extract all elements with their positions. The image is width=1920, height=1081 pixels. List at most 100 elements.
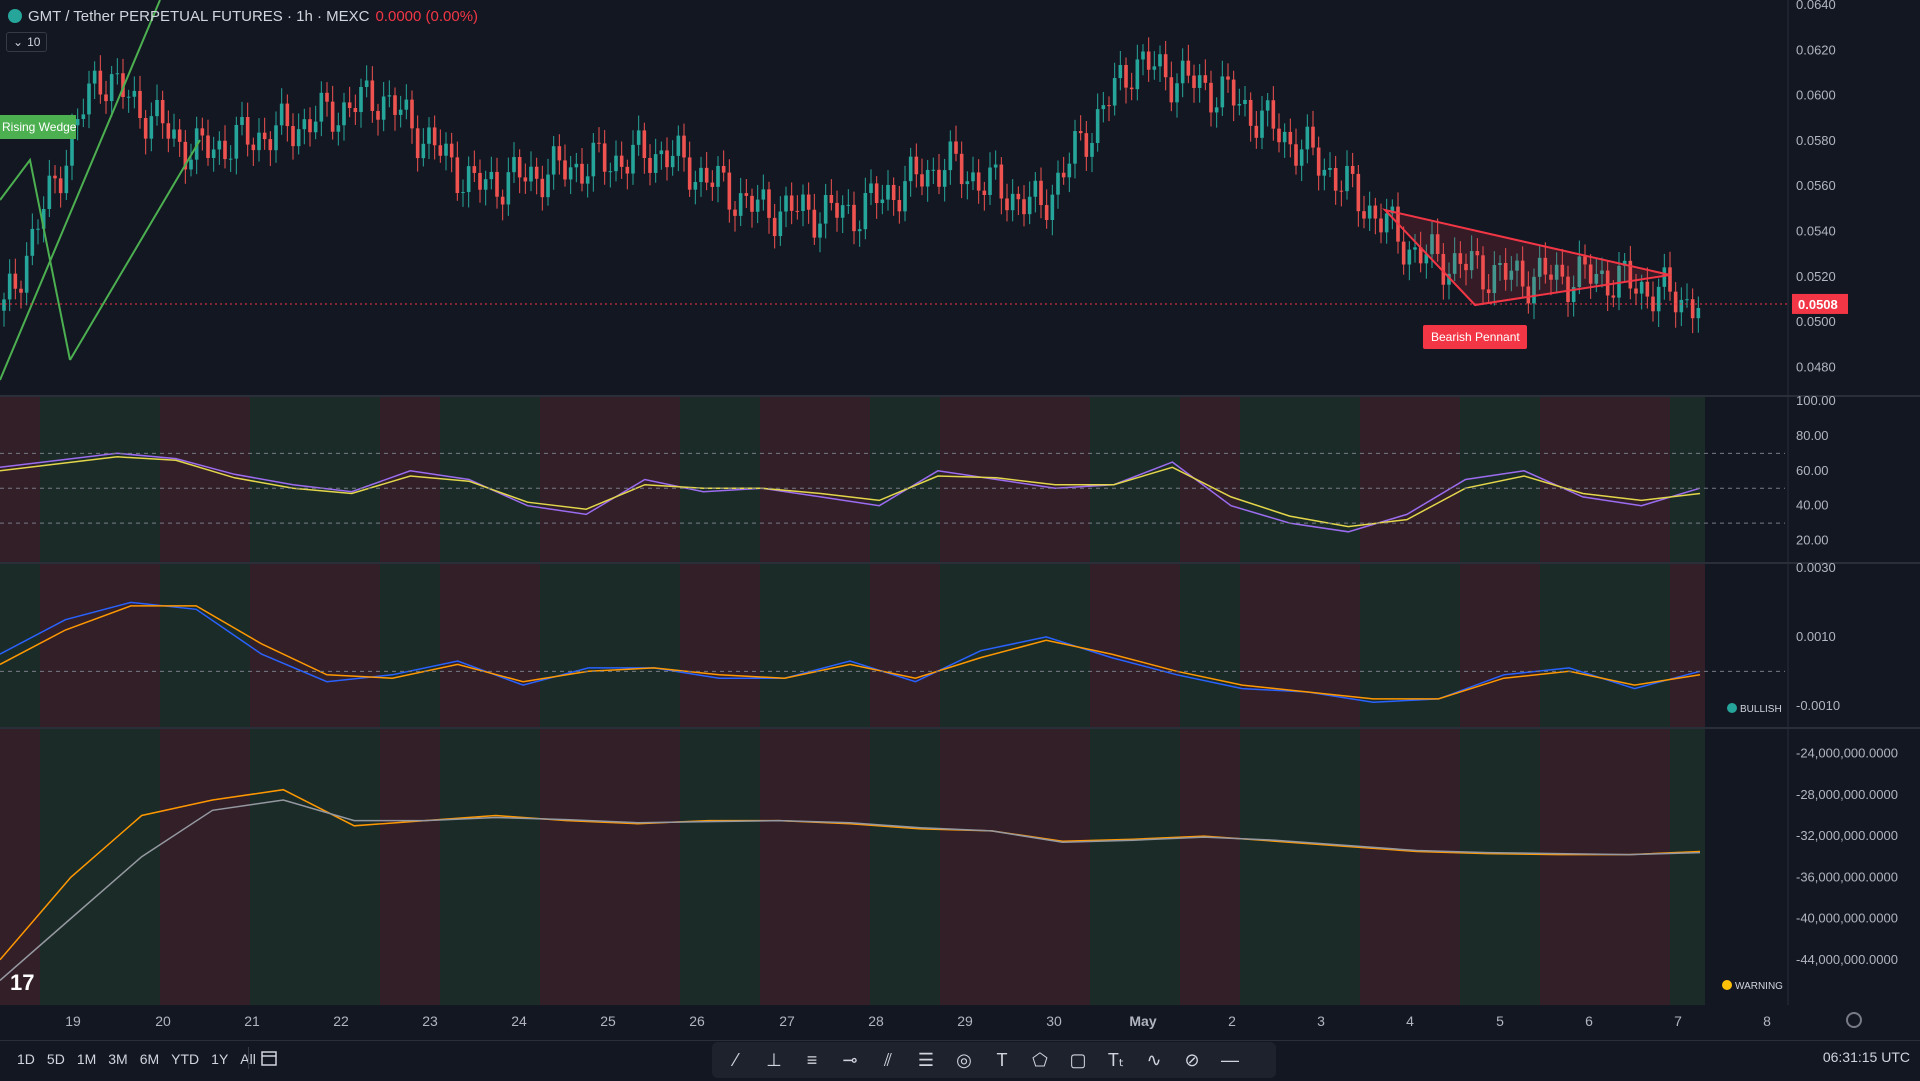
utc-clock[interactable]: 06:31:15 UTC (1822, 1049, 1910, 1065)
candle-body (1696, 308, 1701, 319)
timeframe-5d[interactable]: 5D (46, 1051, 65, 1067)
candle-body (81, 114, 86, 120)
candle-body (982, 190, 987, 195)
regression-icon[interactable]: ☰ (917, 1049, 935, 1070)
candle-body (41, 209, 46, 229)
candle-body (421, 143, 426, 159)
candle-body (710, 182, 715, 187)
regime-band (1090, 564, 1180, 727)
bullish-status-label: BULLISH (1740, 704, 1782, 715)
candle-body (835, 202, 839, 218)
candle-body (325, 92, 329, 102)
regime-band (380, 397, 440, 562)
candle-body (172, 129, 176, 139)
time-tick-label: 19 (65, 1013, 81, 1029)
candle-body (1384, 213, 1389, 233)
bullish-dot-icon (1727, 703, 1737, 713)
regime-band (540, 564, 680, 727)
path-icon[interactable]: ∿ (1146, 1049, 1162, 1070)
regime-band (1460, 729, 1540, 1005)
time-tick-label: May (1129, 1013, 1156, 1029)
candle-body (1248, 99, 1253, 126)
dash-icon[interactable]: — (1221, 1049, 1239, 1070)
timeframe-1d[interactable]: 1D (17, 1051, 35, 1067)
regime-band (160, 564, 250, 727)
candle-body (126, 96, 131, 98)
chart-canvas[interactable]: 0.0640 0.0620 0.0600 0.0580 0.0560 0.0540 0.05… (0, 0, 1920, 1040)
rising-wedge-label: Rising Wedge (2, 120, 77, 134)
timeframe-3m[interactable]: 3M (108, 1051, 128, 1067)
candle-body (432, 127, 437, 146)
candle-body (1175, 83, 1179, 103)
candle-body (121, 73, 125, 97)
candle-body (444, 143, 448, 156)
candle-body (279, 103, 284, 126)
candle-body (778, 211, 783, 237)
warning-status-label: WARNING (1735, 981, 1783, 992)
price-label-icon[interactable]: Tₜ (1107, 1049, 1125, 1070)
candle-body (755, 199, 760, 212)
candle-body (1141, 51, 1145, 60)
candle-body (653, 154, 658, 173)
candle-body (1526, 286, 1531, 304)
rectangle-icon[interactable]: ▢ (1069, 1049, 1087, 1070)
timeframe-1m[interactable]: 1M (76, 1051, 97, 1067)
regime-band (40, 397, 160, 562)
gear-icon[interactable] (1846, 1012, 1862, 1028)
symbol-header[interactable]: GMT / Tether PERPETUAL FUTURES · 1h · ME… (8, 6, 478, 26)
candle-body (840, 205, 845, 218)
candle-body (143, 118, 148, 139)
candle-body (87, 83, 91, 115)
candle-body (727, 172, 732, 210)
candle-body (506, 172, 511, 205)
parallel-channel-icon[interactable]: ⫽ (883, 1049, 893, 1070)
candle-body (1475, 251, 1480, 256)
regime-band (870, 729, 940, 1005)
candle-body (914, 156, 919, 175)
regime-band (1090, 397, 1180, 562)
candle-body (1214, 107, 1219, 113)
candle-body (1163, 54, 1168, 78)
info-line-icon[interactable]: ⊥ (766, 1049, 782, 1070)
rising-wedge-badge (0, 115, 76, 139)
price-tick-label: 0.0620 (1796, 42, 1836, 57)
timeframe-1y[interactable]: 1Y (211, 1051, 229, 1067)
trend-line-icon[interactable]: ⁄ (734, 1049, 738, 1070)
candle-body (1107, 105, 1111, 107)
timeframe-6m[interactable]: 6M (139, 1051, 160, 1067)
volume-toggle[interactable]: ⌄ 10 (6, 32, 48, 52)
candle-body (874, 183, 879, 204)
regime-band (1180, 397, 1240, 562)
candle-body (540, 178, 545, 198)
candle-body (1005, 198, 1009, 211)
candle-body (489, 171, 494, 180)
regime-band (1240, 397, 1360, 562)
horizontal-lines-icon[interactable]: ≡ (806, 1049, 818, 1070)
polygon-icon[interactable]: ⬠ (1032, 1049, 1048, 1070)
last-price-badge (1792, 293, 1848, 314)
text-icon[interactable]: T (996, 1049, 1008, 1070)
candle-body (1061, 172, 1066, 178)
candle-body (750, 195, 754, 212)
circle-icon[interactable]: ◎ (956, 1049, 972, 1070)
candle-body (687, 157, 692, 190)
calendar-icon[interactable] (260, 1049, 278, 1067)
candle-body (857, 229, 862, 232)
brush-icon[interactable]: ⊘ (1184, 1049, 1200, 1070)
candle-body (829, 194, 834, 203)
candle-body (1424, 254, 1429, 264)
candle-body (1464, 263, 1468, 271)
candle-body (398, 109, 403, 115)
candle-body (801, 194, 805, 212)
candle-body (240, 116, 244, 125)
candle-body (937, 169, 941, 187)
time-tick-label: 5 (1496, 1013, 1504, 1029)
candle-body (1124, 64, 1128, 88)
candle-body (353, 108, 358, 113)
symbol-title[interactable]: GMT / Tether PERPETUAL FUTURES · 1h · ME… (28, 7, 370, 25)
timeframe-ytd[interactable]: YTD (171, 1051, 200, 1067)
horizontal-ray-icon[interactable]: ⊸ (842, 1049, 858, 1070)
candle-body (1549, 274, 1553, 280)
candle-body (523, 177, 528, 182)
regime-band (250, 729, 380, 1005)
